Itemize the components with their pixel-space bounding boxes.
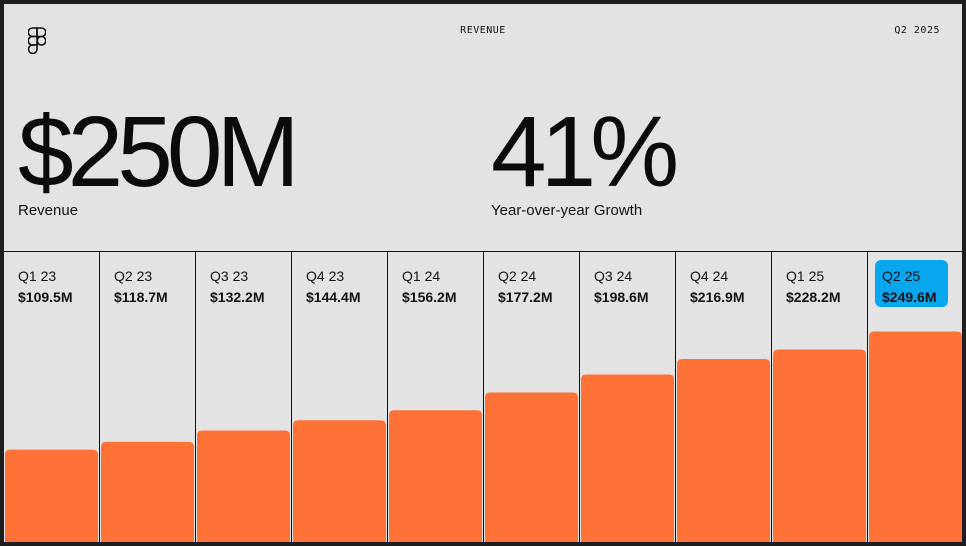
bar-quarter-label: Q1 25 <box>786 268 825 284</box>
bar-value-label: $118.7M <box>114 289 168 305</box>
growth-value: 41% <box>491 96 679 208</box>
growth-label: Year-over-year Growth <box>491 202 643 219</box>
bar-value-label: $132.2M <box>210 289 265 305</box>
slide-date: Q2 2025 <box>894 25 940 36</box>
bar-value-label: $249.6M <box>882 289 937 305</box>
bar-quarter-label: Q2 25 <box>882 268 921 284</box>
bar-quarter-label: Q2 23 <box>114 268 153 284</box>
bar-value-label: $144.4M <box>306 289 361 305</box>
bar-q1-23 <box>5 449 98 542</box>
bar-q1-25 <box>773 349 866 542</box>
highlight-badge <box>875 260 948 307</box>
bar-q2-25 <box>869 331 962 542</box>
bar-q2-23 <box>101 441 194 542</box>
figma-logo-icon <box>28 27 46 54</box>
bar-quarter-label: Q1 23 <box>18 268 57 284</box>
bar-q2-24 <box>485 392 578 542</box>
bar-q4-23 <box>293 420 386 542</box>
bar-quarter-label: Q4 24 <box>690 268 729 284</box>
bar-value-label: $177.2M <box>498 289 553 305</box>
bar-value-label: $216.9M <box>690 289 745 305</box>
chart-top-divider <box>4 251 962 252</box>
revenue-bar-chart <box>5 252 962 542</box>
bar-quarter-label: Q2 24 <box>498 268 537 284</box>
bar-value-label: $109.5M <box>18 289 73 305</box>
revenue-value: $250M <box>18 96 300 208</box>
bar-quarter-label: Q3 24 <box>594 268 633 284</box>
bar-quarter-label: Q4 23 <box>306 268 345 284</box>
revenue-label: Revenue <box>18 202 79 219</box>
bar-value-label: $228.2M <box>786 289 841 305</box>
slide-title: REVENUE <box>460 25 506 36</box>
bar-q3-24 <box>581 374 674 542</box>
bar-value-label: $156.2M <box>402 289 457 305</box>
bar-quarter-label: Q3 23 <box>210 268 249 284</box>
bar-q1-24 <box>389 410 482 542</box>
bar-quarter-label: Q1 24 <box>402 268 441 284</box>
revenue-slide: REVENUE Q2 2025 $250M Revenue 41% Year-o… <box>4 4 962 542</box>
bar-q3-23 <box>197 430 290 542</box>
bar-value-label: $198.6M <box>594 289 649 305</box>
bar-q4-24 <box>677 359 770 542</box>
